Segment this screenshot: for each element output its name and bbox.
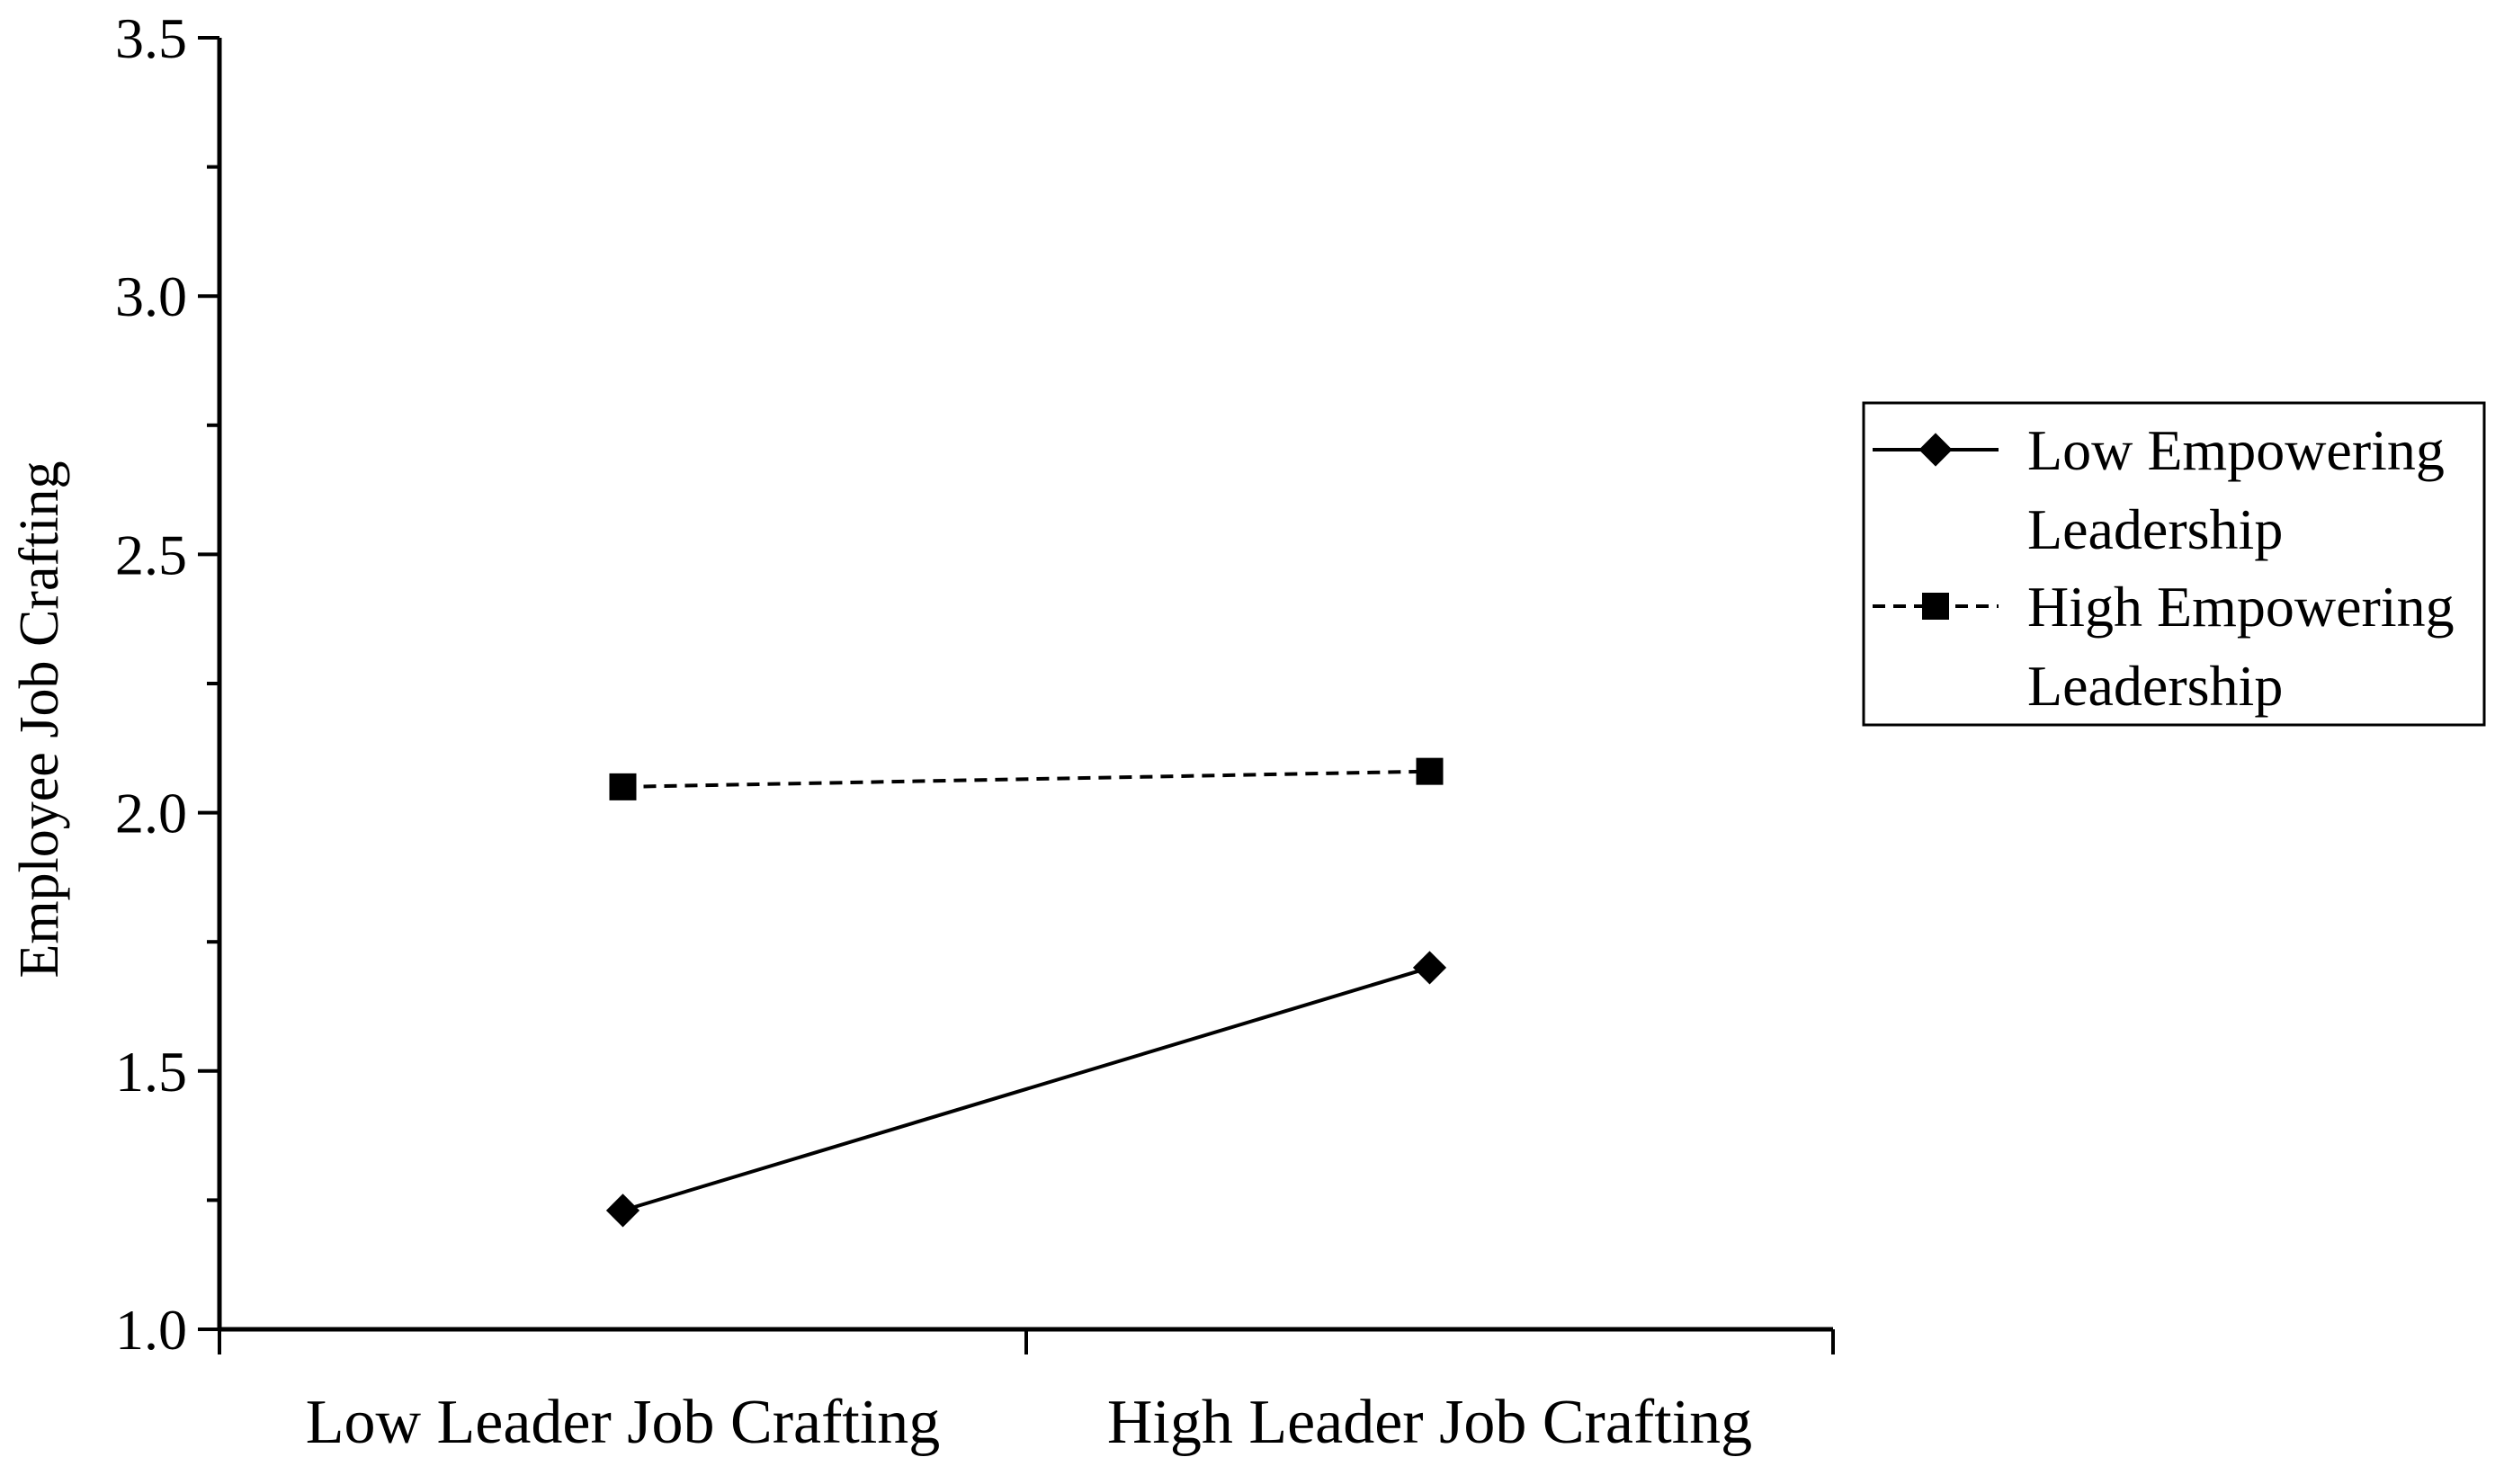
legend-label: High Empowering: [2027, 575, 2455, 639]
data-point-square: [609, 773, 637, 800]
legend: Low Empowering Leadership High Empowering L…: [1862, 401, 2486, 727]
data-point-square: [1416, 757, 1444, 785]
series-line: [622, 769, 1430, 789]
y-tick-label: 3.0: [115, 264, 187, 328]
series-line: [622, 966, 1431, 1212]
x-tick-label: High Leader Job Crafting: [1107, 1388, 1752, 1457]
y-tick-label: 1.0: [115, 1298, 187, 1362]
y-tick-label: 2.0: [115, 782, 187, 845]
chart-series: [605, 757, 1447, 1228]
legend-label: Leadership: [2027, 654, 2283, 718]
y-axis-ticks: 1.0 1.5 2.0 2.5 3.0 3.5: [115, 6, 219, 1362]
x-axis-ticks: Low Leader Job Crafting High Leader Job C…: [218, 1329, 1835, 1457]
data-point-diamond: [1918, 433, 1953, 467]
y-axis-label: Employee Job Crafting: [9, 460, 70, 978]
data-point-diamond: [1412, 951, 1447, 985]
y-tick-label: 2.5: [115, 523, 187, 586]
legend-label: Low Empowering: [2027, 418, 2445, 482]
y-tick-label: 1.5: [115, 1040, 187, 1104]
chart-axes: [217, 38, 1833, 1332]
x-tick-label: Low Leader Job Crafting: [306, 1388, 941, 1457]
data-point-diamond: [605, 1193, 640, 1228]
legend-label: Leadership: [2027, 497, 2283, 561]
legend-box: [1862, 401, 2486, 727]
data-point-square: [1922, 593, 1949, 620]
y-tick-label: 3.5: [115, 6, 187, 70]
